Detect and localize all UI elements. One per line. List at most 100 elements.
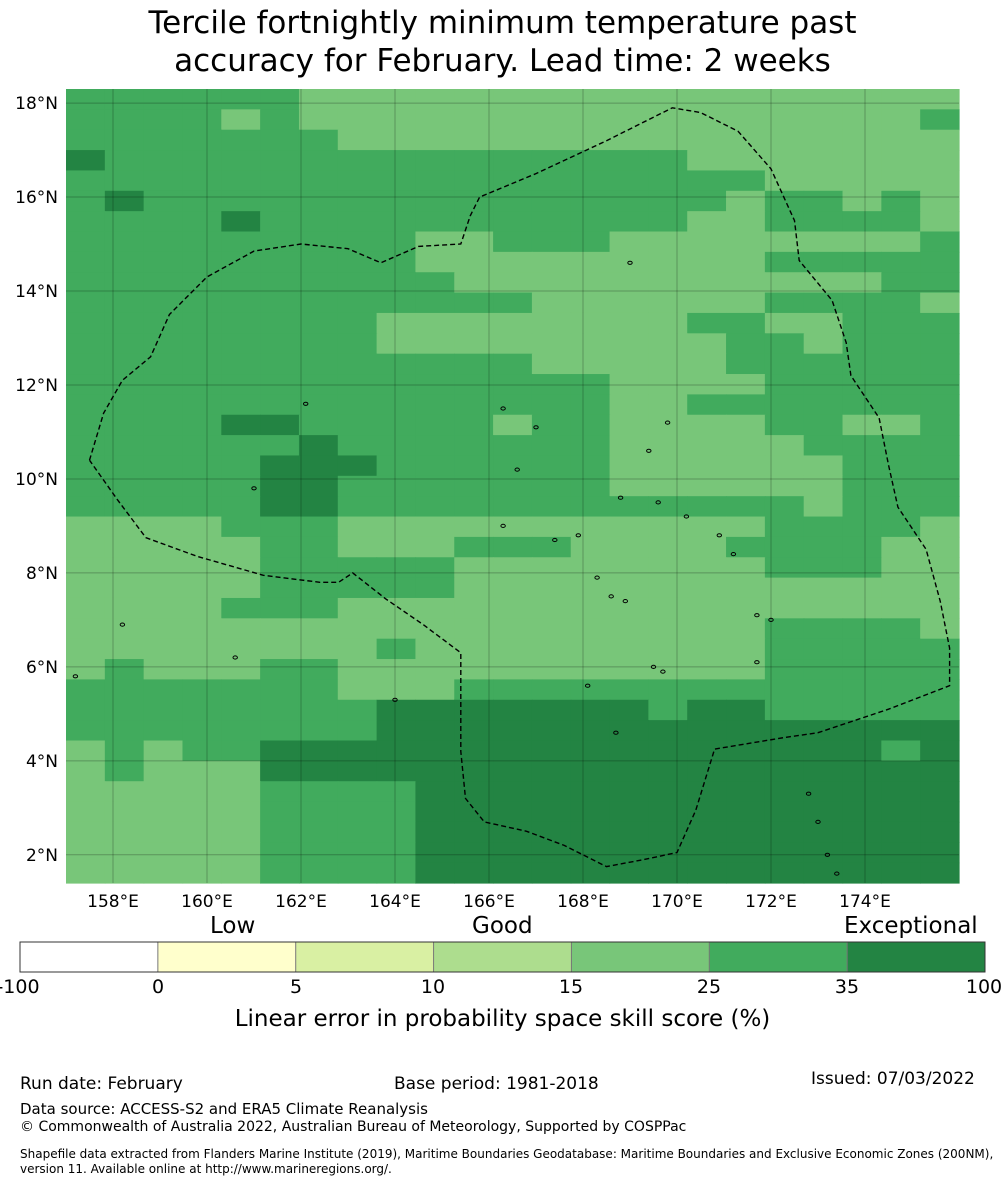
skill-cell [182, 190, 222, 212]
skill-cell [687, 720, 727, 742]
skill-cell [648, 211, 688, 233]
skill-cell [609, 536, 649, 558]
skill-cell [454, 312, 494, 334]
skill-cell [66, 842, 106, 864]
skill-cell [454, 109, 494, 131]
skill-cell [143, 842, 184, 864]
skill-cell [842, 801, 882, 823]
skill-cell [337, 333, 378, 355]
skill-cell [726, 414, 766, 436]
skill-cell [104, 150, 145, 172]
colorbar-tick: 35 [834, 976, 860, 998]
skill-cell [764, 638, 805, 660]
latitude-tick-label: 2°N [26, 846, 58, 866]
skill-cell [726, 496, 766, 518]
skill-cell [920, 760, 960, 782]
skill-cell [143, 577, 184, 599]
island-outline [627, 260, 633, 265]
skill-cell [66, 353, 106, 375]
skill-cell [260, 190, 300, 212]
skill-cell [376, 577, 417, 599]
skill-cell [687, 536, 727, 558]
skill-cell [726, 231, 766, 253]
skill-cell [648, 333, 688, 355]
skill-cell [182, 740, 222, 762]
skill-cell [726, 801, 766, 823]
skill-cell [182, 781, 222, 803]
skill-cell [648, 679, 688, 701]
colorbar-swatch [295, 942, 434, 972]
skill-cell [260, 618, 300, 640]
skill-cell [260, 659, 300, 681]
skill-cell [648, 475, 688, 497]
skill-cell [143, 231, 184, 253]
skill-cell [298, 211, 339, 233]
skill-cell [66, 638, 106, 660]
island-outline [585, 683, 591, 688]
skill-cell [881, 659, 921, 681]
skill-cell [842, 740, 882, 762]
skill-cell [298, 536, 339, 558]
skill-cell [298, 475, 339, 497]
skill-cell [687, 414, 727, 436]
skill-cell [454, 821, 494, 843]
skill-cell [648, 842, 688, 864]
skill-cell [260, 597, 300, 619]
skill-cell [454, 394, 494, 416]
skill-cell [143, 129, 184, 151]
skill-cell [531, 618, 572, 640]
skill-cell [687, 740, 727, 762]
skill-cell [143, 638, 184, 660]
skill-cell [337, 414, 378, 436]
skill-cell [221, 333, 261, 355]
skill-cell [493, 394, 533, 416]
skill-cell [842, 414, 882, 436]
skill-cell [376, 720, 417, 742]
run-date: Run date: February [20, 1074, 183, 1094]
skill-cell [531, 150, 572, 172]
skill-cell [764, 190, 805, 212]
island-outline [683, 514, 690, 519]
skill-cell [687, 597, 727, 619]
skill-cell [570, 333, 611, 355]
skill-cell [143, 475, 184, 497]
skill-cell [764, 435, 805, 457]
skill-cell [842, 170, 882, 192]
skill-cell [570, 374, 611, 395]
skill-cell [648, 659, 688, 681]
skill-cell [298, 862, 339, 884]
skill-cell [337, 842, 378, 864]
skill-cell [726, 312, 766, 334]
skill-cell [337, 89, 378, 110]
skill-cell [337, 577, 378, 599]
skill-cell [687, 312, 727, 334]
skill-cell [260, 170, 300, 192]
island-outline [594, 575, 600, 580]
skill-cell [182, 109, 222, 131]
skill-cell [493, 720, 533, 742]
skill-cell [66, 679, 106, 701]
skill-cell [221, 516, 261, 538]
skill-cell [803, 89, 844, 110]
skill-cell [803, 190, 844, 212]
skill-cell [376, 781, 417, 803]
island-outline [533, 425, 539, 430]
skill-cell [726, 353, 766, 375]
skill-cell [143, 435, 184, 457]
skill-cell [104, 699, 145, 721]
island-outline [805, 791, 812, 796]
skill-cell [764, 781, 805, 803]
skill-cell [104, 353, 145, 375]
skill-cell [454, 516, 494, 538]
skill-cell [454, 170, 494, 192]
skill-cell [66, 231, 106, 253]
skill-cell [493, 699, 533, 721]
skill-cell [687, 190, 727, 212]
skill-cell [493, 862, 533, 884]
skill-cell [104, 211, 145, 233]
skill-cell [687, 333, 727, 355]
skill-cell [764, 557, 805, 579]
skill-cell [570, 496, 611, 518]
skill-cell [648, 455, 688, 477]
skill-cell [493, 312, 533, 334]
